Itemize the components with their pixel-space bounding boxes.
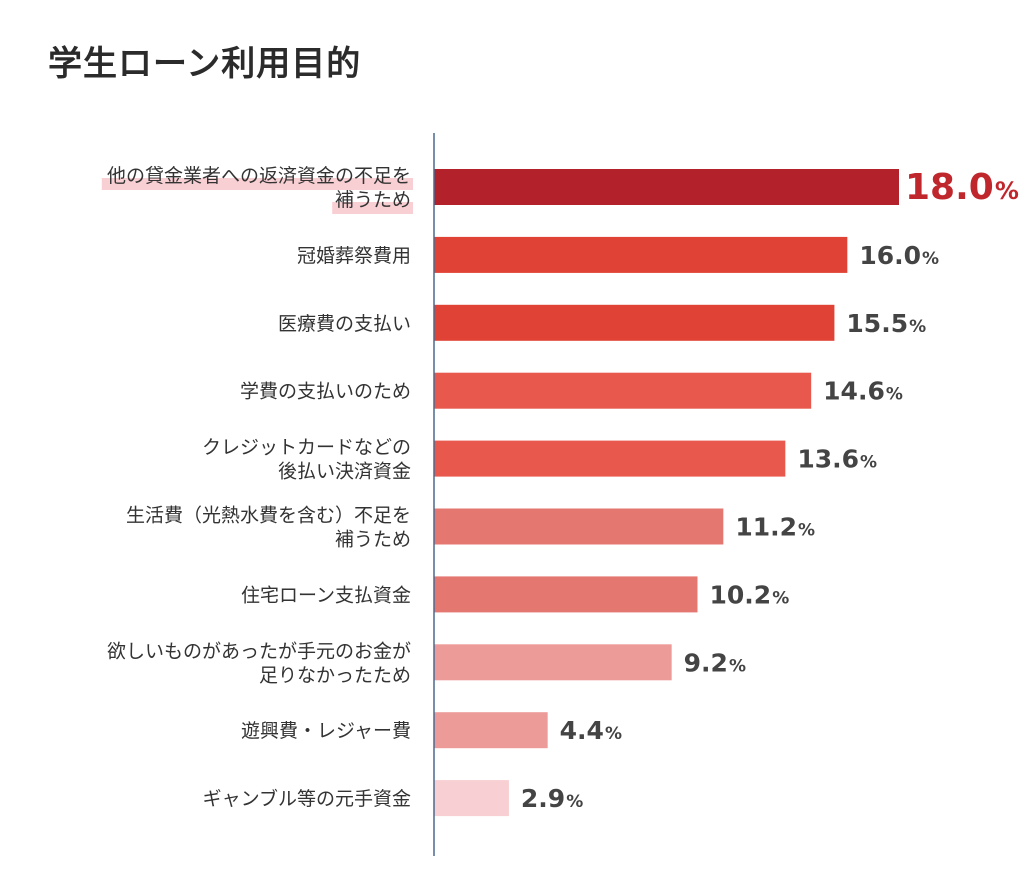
- value-label: 2.9%: [521, 784, 583, 813]
- bar: [434, 644, 672, 681]
- bar: [434, 304, 835, 341]
- value-number: 11.2: [735, 513, 797, 542]
- chart-title: 学生ローン利用目的: [48, 44, 362, 84]
- category-label: 他の貸金業者への返済資金の不足を補うため: [107, 165, 411, 211]
- value-label: 15.5%: [846, 309, 926, 338]
- value-label: 11.2%: [735, 513, 815, 542]
- category-label: 遊興費・レジャー費: [241, 720, 411, 742]
- value-unit: %: [886, 385, 903, 405]
- value-label: 16.0%: [859, 241, 939, 270]
- value-unit: %: [605, 724, 622, 744]
- label-highlight-band: [101, 178, 414, 190]
- bar: [434, 440, 786, 477]
- value-label: 13.6%: [797, 445, 877, 474]
- value-number: 14.6: [823, 377, 885, 406]
- label-highlight-band: [332, 202, 413, 214]
- bar: [434, 508, 724, 545]
- category-label-line: 他の貸金業者への返済資金の不足を: [107, 165, 411, 187]
- value-unit: %: [729, 656, 746, 676]
- value-number: 4.4: [560, 716, 604, 745]
- category-label-line: 冠婚葬祭費用: [297, 245, 411, 267]
- value-number: 13.6: [797, 445, 859, 474]
- category-label: クレジットカードなどの後払い決済資金: [202, 437, 411, 483]
- category-label: ギャンブル等の元手資金: [203, 787, 411, 810]
- category-label-line: 住宅ローン支払資金: [241, 584, 411, 606]
- value-number: 10.2: [710, 580, 772, 609]
- category-label-line: ギャンブル等の元手資金: [203, 787, 411, 810]
- value-unit: %: [772, 588, 789, 608]
- value-number: 2.9: [521, 784, 565, 813]
- category-label-line: 生活費（光熱水費を含む）不足を: [126, 505, 411, 527]
- category-label-line: 学費の支払いのため: [240, 381, 411, 403]
- value-number: 16.0: [859, 241, 921, 270]
- value-unit: %: [922, 249, 939, 269]
- category-label-line: 足りなかったため: [259, 664, 411, 686]
- category-label-line: 補うため: [335, 189, 411, 211]
- value-label: 14.6%: [823, 377, 903, 406]
- bar: [434, 236, 848, 273]
- category-label: 学費の支払いのため: [240, 381, 411, 403]
- category-label-line: クレジットカードなどの: [202, 437, 411, 459]
- bar: [434, 780, 509, 817]
- category-label: 医療費の支払い: [278, 313, 411, 335]
- category-label-line: 医療費の支払い: [278, 313, 411, 335]
- value-number: 9.2: [684, 648, 728, 677]
- category-label: 住宅ローン支払資金: [241, 584, 411, 606]
- bar: [434, 712, 548, 749]
- value-label: 4.4%: [560, 716, 622, 745]
- category-label: 生活費（光熱水費を含む）不足を補うため: [126, 505, 411, 551]
- value-label: 18.0%: [905, 167, 1019, 208]
- value-unit: %: [860, 453, 877, 473]
- category-label-line: 欲しいものがあったが手元のお金が: [107, 640, 411, 662]
- category-label-line: 遊興費・レジャー費: [241, 720, 411, 742]
- bar: [434, 576, 698, 613]
- value-label: 9.2%: [684, 648, 746, 677]
- category-label-line: 補うため: [335, 529, 411, 551]
- category-label: 欲しいものがあったが手元のお金が足りなかったため: [107, 640, 411, 686]
- value-number: 15.5: [846, 309, 908, 338]
- category-label: 冠婚葬祭費用: [297, 245, 411, 267]
- category-label-line: 後払い決済資金: [278, 461, 411, 483]
- value-label: 10.2%: [710, 580, 790, 609]
- bar: [434, 372, 812, 409]
- value-unit: %: [995, 177, 1019, 205]
- value-number: 18.0: [905, 167, 994, 208]
- bar: [434, 169, 899, 205]
- value-unit: %: [566, 792, 583, 812]
- value-unit: %: [798, 521, 815, 541]
- value-unit: %: [909, 317, 926, 337]
